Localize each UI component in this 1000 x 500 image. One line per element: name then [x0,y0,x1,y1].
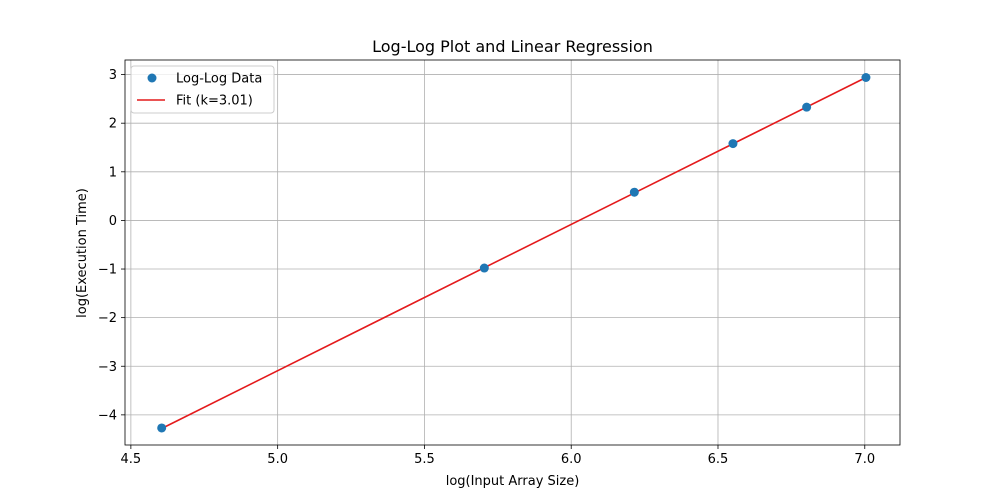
legend-box [130,65,275,114]
y-tick-label: 3 [109,68,117,83]
x-tick-label: 6.0 [561,452,582,467]
data-points-layer [157,73,871,433]
y-tick-label: 0 [109,214,117,229]
data-point [861,73,871,82]
y-tick-label: −1 [98,263,117,278]
x-tick-label: 5.5 [414,452,435,467]
data-point [728,139,738,149]
data-point [802,102,812,112]
y-tick-label: 2 [109,117,117,132]
x-tick-label: 7.0 [854,452,875,467]
y-tick-label: −2 [98,311,117,326]
data-point [629,187,639,197]
legend-label-log-log-data: Log-Log Data [176,72,262,87]
x-tick-label: 6.5 [708,452,729,467]
x-tick-label: 5.0 [267,452,288,467]
chart-title: Log-Log Plot and Linear Regression [372,37,653,56]
grid [125,60,900,445]
legend-marker-log-log-data [147,73,157,83]
fit-line-layer [161,76,867,430]
y-tick-label: −4 [98,408,117,423]
fit-line [161,76,867,430]
legend-label-fit: Fit (k=3.01) [176,94,253,109]
y-tick-label: 1 [109,165,117,180]
x-tick-label: 4.5 [121,452,142,467]
x-axis-ticks: 4.5 5.0 5.5 6.0 6.5 7.0 [121,445,875,467]
y-axis-ticks: −4 −3 −2 −1 0 1 2 3 [98,68,125,423]
y-axis-label: log(Execution Time) [75,188,90,318]
y-tick-label: −3 [98,360,117,375]
x-axis-label: log(Input Array Size) [446,474,580,489]
data-point [157,423,167,433]
plot-area-frame [124,59,901,446]
legend: Log-Log Data Fit (k=3.01) [130,65,275,114]
data-point [479,263,489,273]
